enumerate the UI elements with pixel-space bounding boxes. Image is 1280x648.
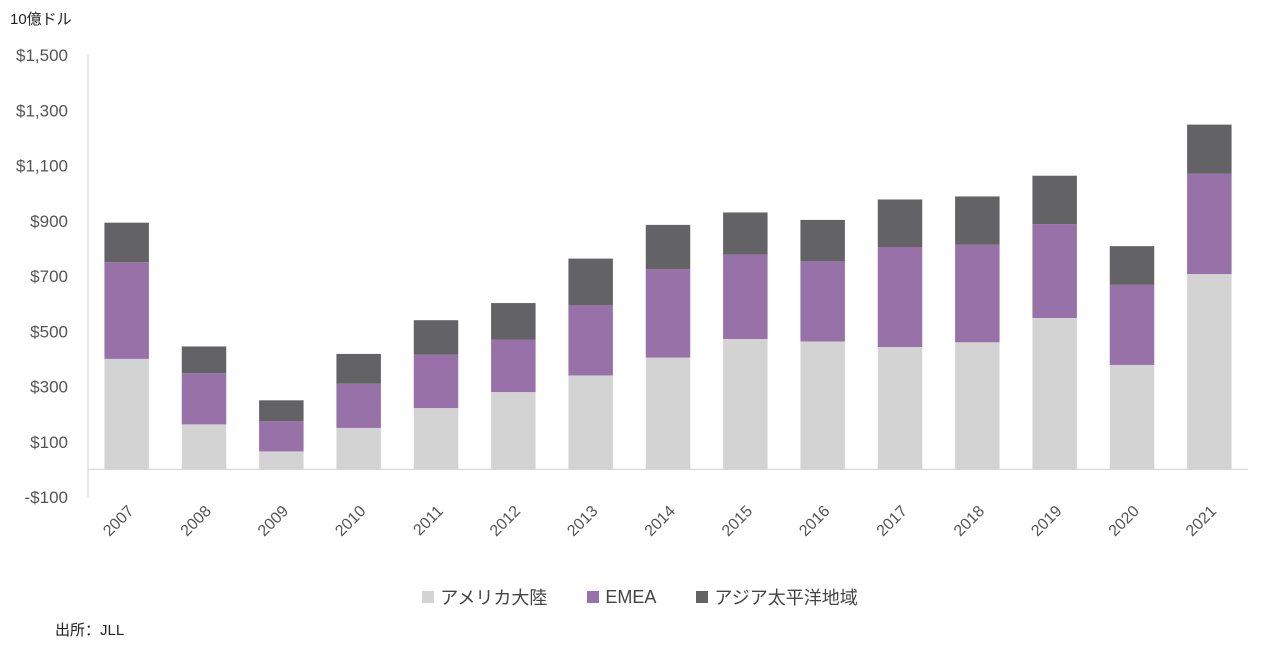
legend-item: EMEA bbox=[587, 584, 656, 610]
legend-swatch bbox=[587, 591, 600, 603]
source-note: 出所：JLL bbox=[55, 622, 125, 639]
x-tick-label: 2020 bbox=[1106, 503, 1143, 540]
x-axis-ticks: 2007 2008 2009 2010 2011 2012 2013 2014 2015 2016… bbox=[100, 503, 1220, 540]
bar-2012-series-2 bbox=[491, 303, 536, 340]
y-tick-label: $500 bbox=[30, 322, 68, 341]
bar-2011-series-1 bbox=[413, 354, 459, 409]
bar-2008-series-2 bbox=[181, 346, 227, 374]
y-tick-label: $100 bbox=[30, 433, 68, 452]
legend-item: アメリカ大陸 bbox=[422, 584, 547, 610]
bar-2013-series-0 bbox=[568, 375, 613, 470]
bar-2018-series-0 bbox=[955, 342, 1000, 470]
y-tick-label: $1,500 bbox=[16, 46, 68, 65]
bar-2016-series-1 bbox=[800, 261, 845, 342]
x-tick-label: 2015 bbox=[719, 503, 756, 540]
bar-2020-series-1 bbox=[1109, 284, 1155, 365]
y-tick-label: $900 bbox=[30, 212, 68, 231]
x-tick-label: 2010 bbox=[332, 503, 369, 540]
x-tick-label: 2007 bbox=[100, 503, 137, 540]
x-tick-label: 2019 bbox=[1028, 503, 1065, 540]
bar-2009-series-1 bbox=[259, 421, 304, 452]
bar-2009-series-0 bbox=[259, 451, 304, 470]
y-axis-ticks: -$100 $100 $300 $500 $700 $900 $1,100 $1,300 $1,… bbox=[16, 46, 68, 507]
bar-2014-series-2 bbox=[645, 224, 691, 270]
bar-2018-series-1 bbox=[955, 244, 1000, 343]
legend-swatch bbox=[696, 591, 709, 603]
legend-label: アジア太平洋地域 bbox=[714, 588, 858, 608]
y-tick-label: -$100 bbox=[25, 488, 68, 507]
x-tick-label: 2009 bbox=[255, 503, 292, 540]
bar-2017-series-2 bbox=[877, 199, 923, 247]
bar-2011-series-2 bbox=[413, 320, 459, 355]
x-tick-label: 2017 bbox=[874, 503, 911, 540]
bar-2014-series-0 bbox=[645, 357, 691, 470]
bar-2010-series-0 bbox=[336, 427, 381, 470]
y-tick-label: $1,300 bbox=[16, 101, 68, 120]
legend-label: EMEA bbox=[605, 586, 657, 607]
bar-2007-series-0 bbox=[104, 358, 149, 470]
x-tick-label: 2012 bbox=[487, 503, 524, 540]
y-tick-label: $700 bbox=[30, 267, 68, 286]
x-tick-label: 2011 bbox=[410, 503, 446, 539]
bar-2018-series-2 bbox=[955, 196, 1000, 245]
bar-2015-series-0 bbox=[723, 338, 768, 470]
x-tick-label: 2016 bbox=[796, 503, 833, 540]
bars-group bbox=[104, 124, 1232, 470]
bar-2013-series-1 bbox=[568, 305, 613, 376]
bar-2019-series-1 bbox=[1032, 224, 1077, 318]
x-tick-label: 2008 bbox=[178, 503, 215, 540]
bar-2015-series-1 bbox=[723, 254, 768, 339]
bar-2007-series-2 bbox=[104, 222, 149, 263]
bar-2011-series-0 bbox=[413, 408, 459, 470]
legend-label: アメリカ大陸 bbox=[440, 588, 548, 608]
x-tick-label: 2013 bbox=[564, 503, 601, 540]
axes-group bbox=[87, 55, 1248, 497]
x-tick-label: 2021 bbox=[1183, 503, 1220, 540]
bar-2021-series-2 bbox=[1187, 124, 1232, 174]
bar-2008-series-0 bbox=[181, 424, 227, 470]
stacked-bar-chart: -$100 $100 $300 $500 $700 $900 $1,100 $1,300 $1,… bbox=[16, 46, 1248, 540]
bar-2017-series-0 bbox=[877, 347, 923, 470]
bar-2012-series-1 bbox=[491, 339, 536, 393]
bar-2021-series-0 bbox=[1187, 274, 1232, 470]
y-tick-label: $1,100 bbox=[16, 157, 68, 176]
bar-2019-series-2 bbox=[1032, 175, 1077, 225]
x-tick-label: 2018 bbox=[951, 503, 988, 540]
bar-2007-series-1 bbox=[104, 262, 149, 359]
bar-2013-series-2 bbox=[568, 258, 613, 306]
bar-2012-series-0 bbox=[491, 392, 536, 470]
bar-2010-series-1 bbox=[336, 383, 381, 428]
bar-2019-series-0 bbox=[1032, 317, 1077, 470]
bar-2009-series-2 bbox=[259, 400, 304, 422]
legend-swatch bbox=[422, 591, 435, 603]
y-tick-label: $300 bbox=[30, 378, 68, 397]
bar-2008-series-1 bbox=[181, 373, 227, 425]
bar-2020-series-2 bbox=[1109, 246, 1155, 285]
bar-2016-series-0 bbox=[800, 341, 845, 470]
bar-2021-series-1 bbox=[1187, 173, 1232, 275]
bar-2010-series-2 bbox=[336, 353, 381, 384]
x-tick-label: 2014 bbox=[642, 503, 679, 540]
bar-2017-series-1 bbox=[877, 246, 923, 347]
legend-item: アジア太平洋地域 bbox=[696, 584, 858, 610]
bar-2015-series-2 bbox=[723, 212, 768, 255]
y-axis-unit-label: 10億ドル bbox=[10, 11, 72, 28]
legend: アメリカ大陸 EMEA アジア太平洋地域 bbox=[0, 584, 1280, 610]
bar-2014-series-1 bbox=[645, 269, 691, 358]
bar-2016-series-2 bbox=[800, 219, 845, 262]
bar-2020-series-0 bbox=[1109, 364, 1155, 470]
